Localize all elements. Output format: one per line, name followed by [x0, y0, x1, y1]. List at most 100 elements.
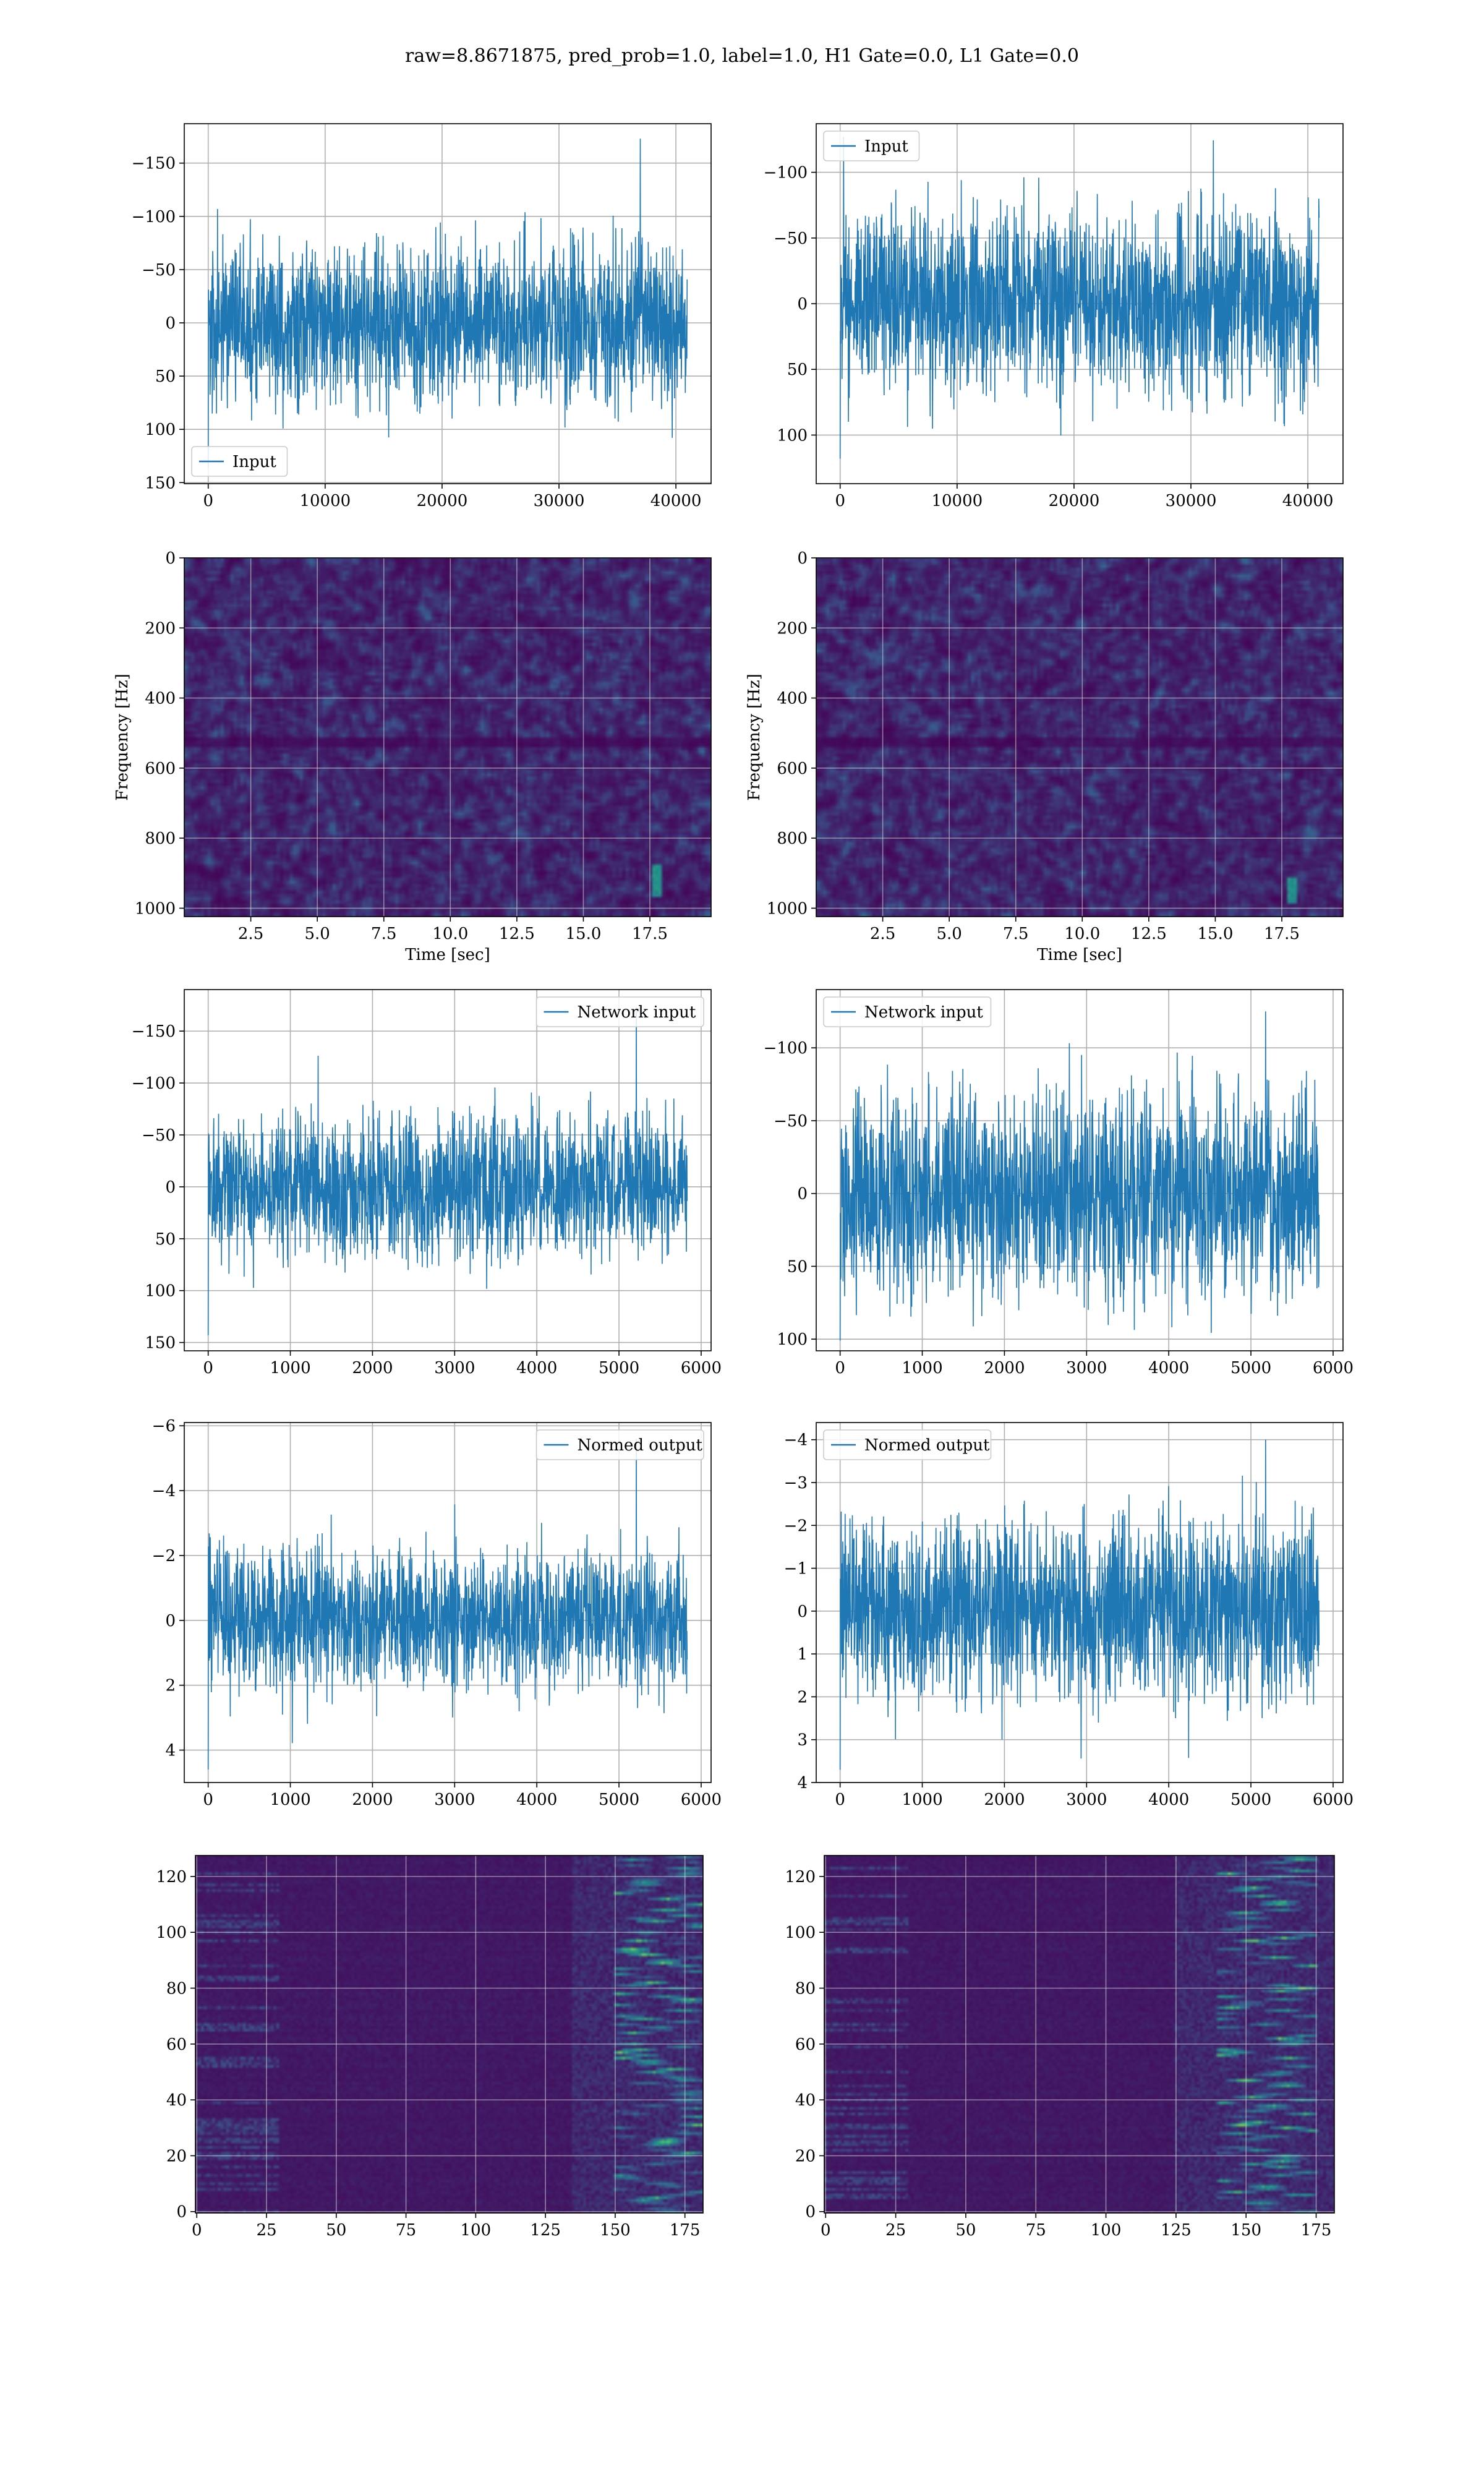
y-tick-label: 100 — [777, 1330, 808, 1349]
y-tick-label: 60 — [795, 2035, 816, 2054]
axes-frame — [816, 1422, 1344, 1783]
x-tick-label: 4000 — [516, 1359, 557, 1377]
y-tick-label: −150 — [132, 1022, 176, 1041]
y-tick-label: −100 — [132, 1074, 176, 1093]
x-tick-label: 12.5 — [499, 925, 535, 943]
axes-frame — [184, 1422, 712, 1783]
x-tick-label: 0 — [835, 1359, 845, 1377]
x-tick-label: 175 — [670, 2221, 701, 2240]
series-line — [839, 137, 1320, 459]
panel-right-row1-line: 0 10000 20000 30000 40000 −100 −50 0 50 100 Input — [764, 123, 1344, 510]
y-tick-label: −6 — [152, 1417, 176, 1436]
x-tick-label: 0 — [203, 492, 213, 510]
x-tick-label: 10.0 — [1064, 925, 1100, 943]
y-tick-label: −4 — [152, 1482, 176, 1500]
series-line — [207, 1007, 688, 1335]
panel-right-row3-line: 0 1000 2000 3000 4000 5000 6000 −100 −50 0 50 100 Ne… — [764, 989, 1354, 1377]
panel-right-row2-heatmap: 2.5 5.0 7.5 10.0 12.5 15.0 17.5 0 200 400 600 800 10… — [745, 549, 1344, 964]
x-tick-label: 2000 — [984, 1359, 1025, 1377]
y-tick-label: 0 — [176, 2203, 187, 2222]
x-tick-label: 25 — [885, 2221, 906, 2240]
y-tick-label: 120 — [785, 1868, 816, 1886]
y-tick-label: 100 — [145, 421, 176, 439]
y-tick-label: 2 — [165, 1677, 176, 1695]
axes-frame — [195, 1855, 704, 2214]
y-tick-label: 800 — [777, 829, 808, 848]
x-tick-label: 4000 — [516, 1791, 557, 1809]
panel-left-row4-line: 0 1000 2000 3000 4000 5000 6000 −6 −4 −2 0 2 4 Normed… — [152, 1417, 722, 1809]
y-tick-label: 100 — [145, 1282, 176, 1301]
x-tick-label: 0 — [192, 2221, 202, 2240]
y-tick-label: 100 — [785, 1924, 816, 1942]
y-tick-label: 1 — [797, 1645, 808, 1664]
x-tick-label: 30000 — [1166, 492, 1217, 510]
legend-box — [823, 131, 920, 161]
y-tick-label: 200 — [777, 619, 808, 638]
legend-box — [535, 996, 704, 1027]
y-tick-label: 0 — [805, 2203, 816, 2222]
x-tick-label: 0 — [203, 1359, 213, 1377]
legend-box — [823, 1429, 992, 1460]
x-tick-label: 3000 — [1066, 1791, 1107, 1809]
y-tick-label: −50 — [774, 1112, 808, 1131]
y-tick-label: −3 — [784, 1474, 808, 1492]
x-tick-label: 100 — [1091, 2221, 1122, 2240]
x-tick-label: 125 — [1161, 2221, 1192, 2240]
x-tick-label: 5.0 — [936, 925, 962, 943]
x-tick-label: 12.5 — [1131, 925, 1167, 943]
x-tick-label: 0 — [203, 1791, 213, 1809]
legend-box — [823, 996, 992, 1027]
axes-frame — [816, 557, 1344, 917]
x-tick-label: 2.5 — [238, 925, 263, 943]
x-tick-label: 6000 — [681, 1791, 722, 1809]
x-tick-label: 5000 — [1230, 1791, 1271, 1809]
panel-right-row5-heatmap: 0 25 50 75 100 125 150 175 0 20 40 60 80 100 120 — [785, 1855, 1335, 2240]
x-tick-label: 3000 — [434, 1791, 475, 1809]
y-tick-label: 50 — [787, 1257, 808, 1276]
panel-left-row3-line: 0 1000 2000 3000 4000 5000 6000 −150 −100 −50 0 50 1… — [132, 989, 722, 1377]
y-tick-label: 150 — [145, 1334, 176, 1353]
x-tick-label: 0 — [835, 1791, 845, 1809]
axes-frame — [824, 1855, 1335, 2214]
heatmap-image — [816, 558, 1343, 917]
x-tick-label: 6000 — [681, 1359, 722, 1377]
legend: Normed output — [823, 1429, 992, 1460]
y-tick-label: 40 — [795, 2091, 816, 2110]
heatmap-image — [195, 1856, 703, 2213]
y-axis-label: Frequency [Hz] — [113, 674, 132, 801]
x-tick-label: 125 — [530, 2221, 561, 2240]
panel-left-row2-heatmap: 2.5 5.0 7.5 10.0 12.5 15.0 17.5 0 200 400 600 800 10… — [113, 549, 712, 964]
y-tick-label: 800 — [145, 829, 176, 848]
y-tick-label: 100 — [777, 426, 808, 445]
axes-frame — [184, 989, 712, 1351]
y-tick-label: 60 — [166, 2035, 187, 2054]
y-tick-label: 80 — [166, 1979, 187, 1998]
y-tick-label: −100 — [132, 208, 176, 226]
y-tick-label: 20 — [166, 2147, 187, 2165]
y-tick-label: 0 — [797, 295, 808, 314]
y-tick-label: 20 — [795, 2147, 816, 2165]
y-tick-label: −50 — [774, 229, 808, 248]
y-tick-label: 0 — [165, 549, 176, 568]
y-tick-label: 0 — [797, 549, 808, 568]
y-tick-label: 4 — [165, 1742, 176, 1760]
x-tick-label: 17.5 — [632, 925, 668, 943]
legend-label: Normed output — [864, 1436, 990, 1455]
x-tick-label: 175 — [1301, 2221, 1332, 2240]
x-tick-label: 40000 — [1282, 492, 1334, 510]
y-tick-label: 50 — [787, 361, 808, 379]
x-tick-label: 10000 — [299, 492, 351, 510]
legend: Input — [191, 446, 288, 477]
x-tick-label: 17.5 — [1264, 925, 1300, 943]
y-tick-label: 0 — [165, 314, 176, 333]
panel-left-row1-line: 0 10000 20000 30000 40000 −150 −100 −50 0 50 100 15… — [132, 123, 712, 510]
x-tick-label: 1000 — [902, 1359, 942, 1377]
x-tick-label: 75 — [1026, 2221, 1046, 2240]
x-tick-label: 1000 — [270, 1359, 310, 1377]
legend: Normed output — [535, 1429, 704, 1460]
x-tick-label: 20000 — [1049, 492, 1100, 510]
y-tick-label: −4 — [784, 1431, 808, 1450]
x-tick-label: 2000 — [352, 1791, 393, 1809]
y-tick-label: 400 — [777, 690, 808, 708]
